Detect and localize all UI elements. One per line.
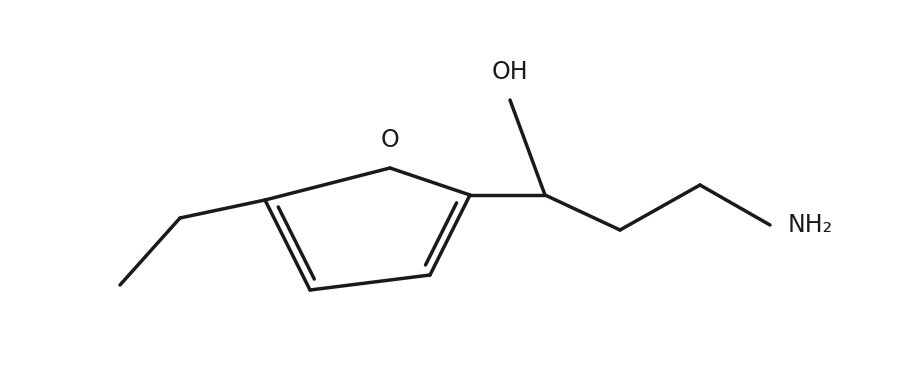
- Text: OH: OH: [491, 60, 529, 84]
- Text: NH₂: NH₂: [788, 213, 834, 237]
- Text: O: O: [380, 128, 399, 152]
